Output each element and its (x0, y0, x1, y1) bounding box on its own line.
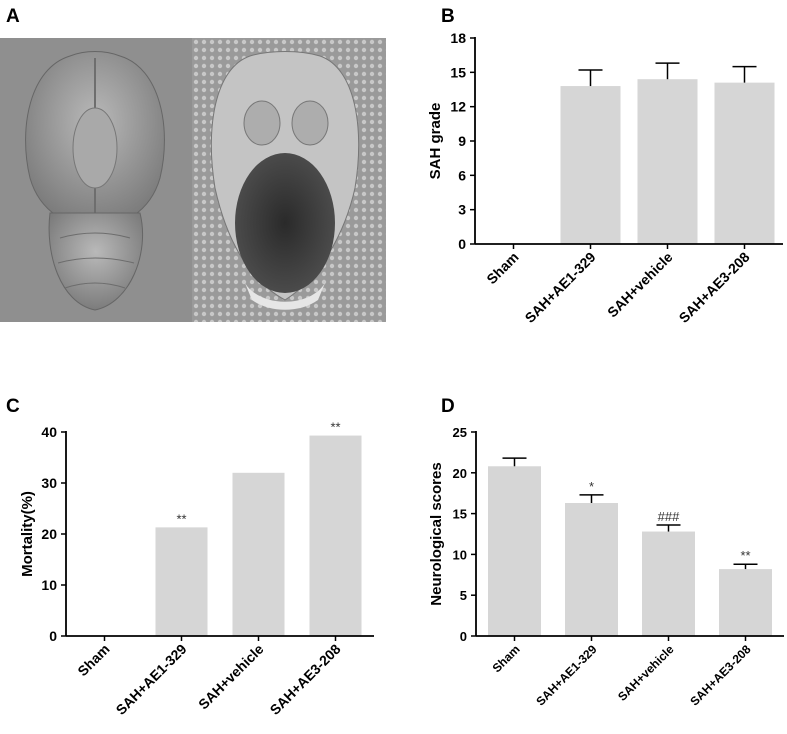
significance-mark-2: * (589, 479, 594, 494)
significance-mark-2: ** (176, 511, 186, 526)
y-tick-label-4: 12 (450, 99, 466, 115)
category-label-1: Sham (483, 249, 521, 287)
y-axis-label: Neurological scores (428, 462, 445, 605)
panel-a-letter: A (6, 6, 20, 27)
chart-neurological-scores: Sham * SAH+AE1-329 ### SAH+vehicle ** SAH+AE3-… (428, 425, 784, 708)
category-label-2: SAH+AE1-329 (113, 641, 190, 718)
y-tick-label-0: 0 (49, 628, 57, 644)
category-label-2: SAH+AE1-329 (533, 642, 599, 708)
y-tick-label-4: 40 (41, 424, 57, 440)
chart-mortality: Sham ** SAH+AE1-329 SAH+vehicle ** SAH+AE3-20… (19, 420, 374, 718)
bar-1 (488, 466, 541, 636)
y-axis-label: Mortality(%) (19, 491, 36, 577)
brain-photograph (0, 38, 386, 322)
sah-brain (210, 51, 360, 310)
y-tick-label-6: 18 (450, 30, 466, 46)
category-label-3: SAH+vehicle (604, 249, 676, 321)
bar-3 (232, 472, 285, 636)
category-label-1: Sham (74, 641, 112, 679)
y-tick-label-2: 20 (41, 526, 57, 542)
panel-b-letter: B (441, 6, 455, 27)
significance-mark-3: ### (658, 509, 680, 524)
bar-4 (719, 569, 772, 636)
y-tick-label-2: 10 (453, 547, 467, 562)
y-tick-label-3: 15 (453, 507, 467, 522)
y-tick-label-5: 15 (450, 64, 466, 80)
sham-brain (25, 51, 165, 311)
y-tick-label-2: 6 (458, 167, 466, 183)
bar-4 (309, 435, 362, 636)
bar-2 (560, 86, 621, 244)
category-label-3: SAH+vehicle (615, 642, 677, 704)
y-tick-label-1: 5 (460, 588, 467, 603)
brain-photo-illustration (0, 38, 386, 322)
panel-c-letter: C (6, 396, 20, 417)
y-tick-label-0: 0 (458, 236, 466, 252)
y-tick-label-3: 9 (458, 133, 466, 149)
y-tick-label-1: 3 (458, 202, 466, 218)
bar-3 (642, 531, 695, 636)
bar-2 (155, 527, 208, 636)
y-tick-label-3: 30 (41, 475, 57, 491)
category-label-2: SAH+AE1-329 (522, 249, 599, 326)
y-tick-label-4: 20 (453, 466, 467, 481)
chart-sah-grade: Sham SAH+AE1-329 SAH+vehicle SAH+AE3-208 0 3 6… (427, 30, 783, 326)
bar-3 (637, 79, 698, 244)
y-tick-label-0: 0 (460, 629, 467, 644)
bar-4 (714, 82, 775, 244)
panel-d-letter: D (441, 396, 455, 417)
y-axis-label: SAH grade (427, 103, 444, 180)
bar-2 (565, 502, 618, 636)
category-label-4: SAH+AE3-208 (687, 642, 753, 708)
category-label-1: Sham (490, 642, 523, 675)
category-label-3: SAH+vehicle (195, 641, 267, 713)
y-tick-label-5: 25 (453, 425, 467, 440)
significance-mark-4: ** (330, 420, 340, 435)
y-tick-label-1: 10 (41, 577, 57, 593)
category-label-4: SAH+AE3-208 (267, 641, 344, 718)
category-label-4: SAH+AE3-208 (676, 249, 753, 326)
significance-mark-4: ** (740, 548, 750, 563)
